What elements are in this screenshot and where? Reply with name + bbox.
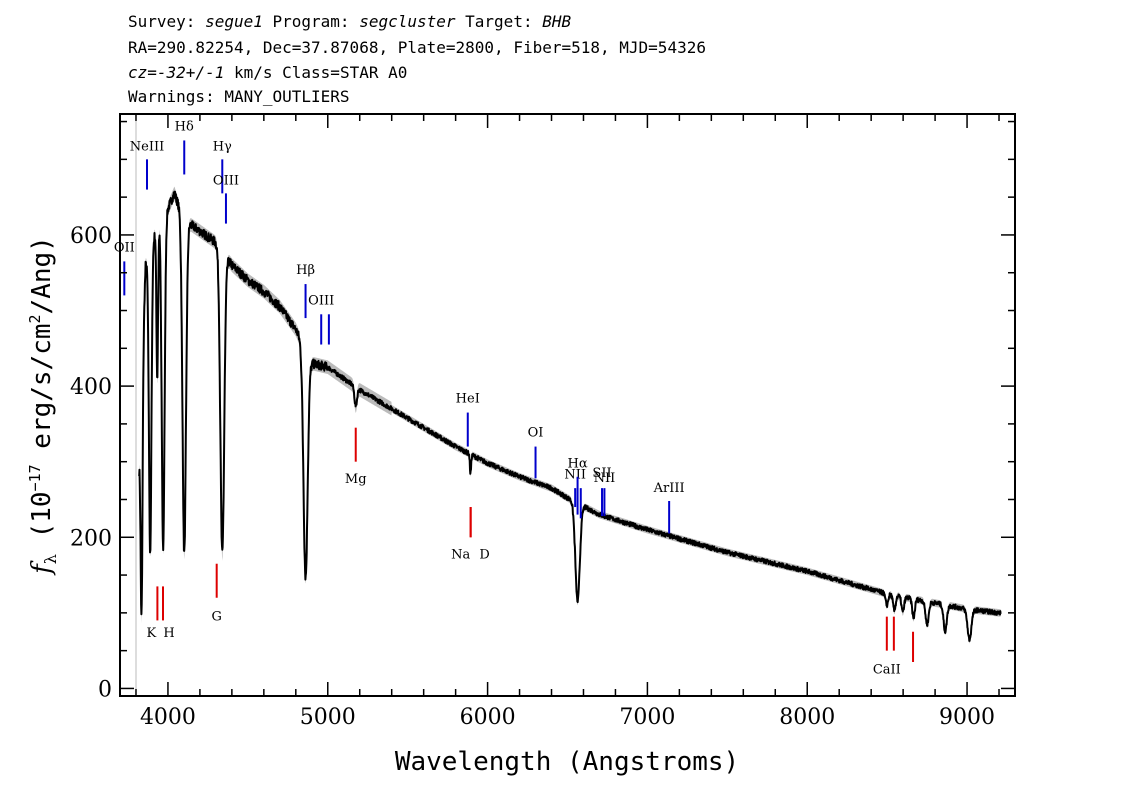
emission-line-label-hβ: Hβ — [296, 263, 315, 278]
x-tick-label: 9000 — [939, 705, 995, 730]
header-line-2: RA=290.82254, Dec=37.87068, Plate=2800, … — [128, 38, 706, 57]
emission-line-label-hα: Hα — [568, 457, 588, 472]
header-line-4: Warnings: MANY_OUTLIERS — [128, 87, 350, 106]
absorption-line-label-k: K — [147, 626, 157, 641]
line-marker-layer: OIINeIIIHδHγOIIIHβOIIIHeIOINIIHαSIINIIAr… — [114, 120, 915, 677]
header-line-1: Survey: segue1 Program: segcluster Targe… — [128, 12, 572, 31]
emission-line-label-oiii: OIII — [213, 173, 239, 188]
absorption-line-label-mg: Mg — [345, 472, 367, 487]
x-axis-label: Wavelength (Angstroms) — [395, 747, 739, 777]
emission-line-label-neiii: NeIII — [130, 139, 164, 154]
y-tick-label: 400 — [70, 375, 112, 400]
emission-line-label-nii: NII — [564, 467, 586, 482]
emission-line-label-hγ: Hγ — [213, 139, 232, 154]
x-tick-label: 5000 — [300, 705, 356, 730]
x-tick-label: 7000 — [619, 705, 675, 730]
plot-frame — [119, 113, 1016, 697]
absorption-line-label-h: H — [163, 626, 174, 641]
emission-line-label-hδ: Hδ — [175, 120, 194, 135]
emission-line-label-hei: HeI — [456, 392, 480, 407]
x-tick-label: 8000 — [779, 705, 835, 730]
x-tick-label: 4000 — [140, 705, 196, 730]
axis-tick-layer: 4000 5000 6000 7000 8000 9000 0 200 400 600 — [70, 114, 1015, 730]
emission-line-label-nii: NII — [594, 471, 616, 486]
emission-line-label-oiii: OIII — [308, 293, 334, 308]
y-tick-label: 200 — [70, 526, 112, 551]
absorption-line-label-d: D — [479, 547, 489, 562]
emission-line-label-ariii: ArIII — [653, 481, 685, 496]
y-tick-label: 0 — [98, 677, 112, 702]
x-tick-label: 6000 — [460, 705, 516, 730]
emission-line-label-oii: OII — [114, 241, 135, 256]
header-line-3: cz=-32+/-1 km/s Class=STAR A0 — [128, 63, 408, 82]
emission-line-label-oi: OI — [528, 426, 544, 441]
y-tick-label: 600 — [70, 224, 112, 249]
absorption-line-label-g: G — [211, 609, 221, 624]
y-axis-label: fλ (10−17 erg/s/cm2/Ang) — [26, 236, 60, 576]
error-band — [139, 186, 1001, 644]
absorption-line-label-caii: CaII — [873, 662, 901, 677]
svg-text:fλ (10−17 erg/s/cm2/Ang): fλ (10−17 erg/s/cm2/Ang) — [26, 236, 60, 576]
spectrum-layer — [138, 190, 1002, 642]
absorption-line-label-na: Na — [451, 547, 470, 562]
spectrum-line — [138, 190, 1002, 642]
emission-line-label-sii: SII — [592, 466, 611, 481]
error-band-layer — [139, 186, 1001, 644]
